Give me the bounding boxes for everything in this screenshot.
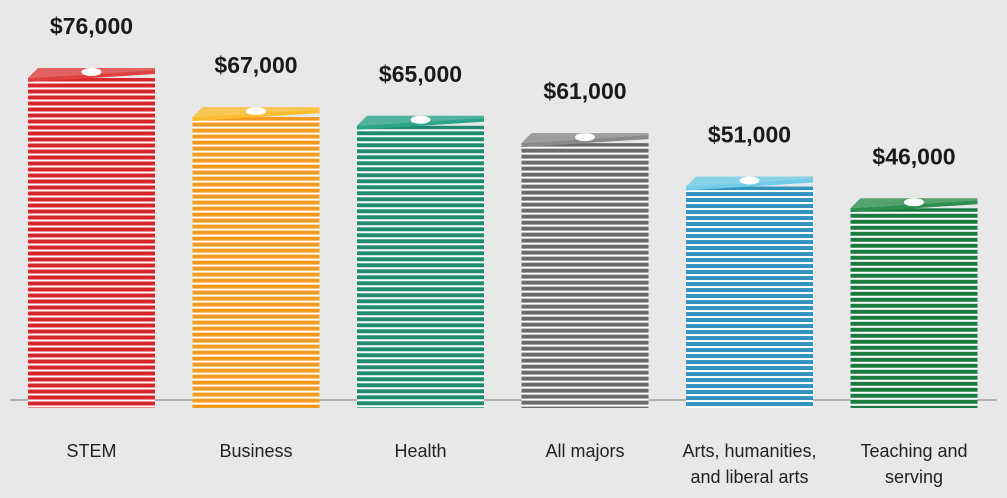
bill-icon [739, 176, 760, 185]
value-label: $76,000 [50, 13, 133, 39]
bill-icon [410, 115, 431, 124]
value-label: $51,000 [708, 122, 791, 148]
category-label: Teaching and serving [860, 441, 968, 487]
bar [521, 143, 649, 408]
bill-icon [81, 68, 102, 76]
bill-icon [246, 107, 266, 116]
bill-icon [575, 133, 595, 142]
bar [686, 186, 813, 408]
value-label: $67,000 [214, 52, 297, 78]
category-label: All majors [545, 441, 625, 461]
bar [28, 78, 155, 408]
value-label: $46,000 [872, 143, 955, 169]
bill-icon [904, 198, 924, 207]
category-label: Arts, humanities, and liberal arts [682, 441, 817, 487]
bar [850, 208, 978, 408]
bar [192, 117, 320, 408]
bar [357, 125, 484, 409]
category-label: Health [394, 441, 447, 461]
category-label: Business [219, 441, 293, 461]
value-label: $61,000 [543, 78, 626, 104]
category-label: STEM [66, 441, 117, 461]
value-label: $65,000 [379, 61, 462, 87]
